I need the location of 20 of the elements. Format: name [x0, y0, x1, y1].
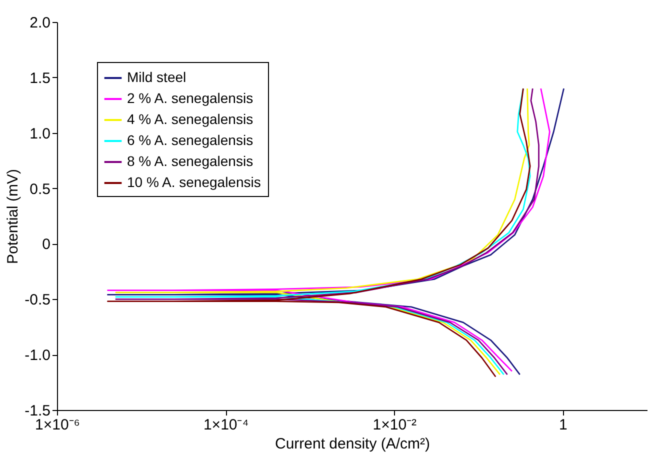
- legend-label: 8 % A. senegalensis: [127, 153, 254, 169]
- x-tick-label: 1×10⁻⁴: [203, 416, 249, 434]
- y-tick-label: -0.5: [24, 292, 50, 309]
- y-tick-label: 1.0: [30, 125, 50, 142]
- y-tick-label: 1.5: [30, 70, 50, 87]
- x-tick-label: 1: [559, 416, 568, 434]
- y-tick-label: 0: [42, 236, 50, 254]
- legend-label: 6 % A. senegalensis: [127, 132, 254, 148]
- x-tick-label: 1×10⁻⁶: [35, 416, 80, 434]
- x-tick-label: 1×10⁻²: [372, 416, 417, 434]
- y-tick-label: -1.5: [24, 402, 50, 420]
- legend-label: Mild steel: [127, 69, 186, 85]
- y-tick-label: 2.0: [30, 14, 50, 32]
- legend-label: 4 % A. senegalensis: [127, 111, 254, 127]
- x-axis-title: Current density (A/cm²): [274, 436, 430, 452]
- legend-label: 10 % A. senegalensis: [127, 174, 261, 190]
- legend-label: 2 % A. senegalensis: [127, 90, 254, 106]
- y-axis-title: Potential (mV): [4, 168, 22, 264]
- y-tick-label: 0.5: [30, 180, 50, 198]
- y-tick-label: -1.0: [24, 347, 50, 364]
